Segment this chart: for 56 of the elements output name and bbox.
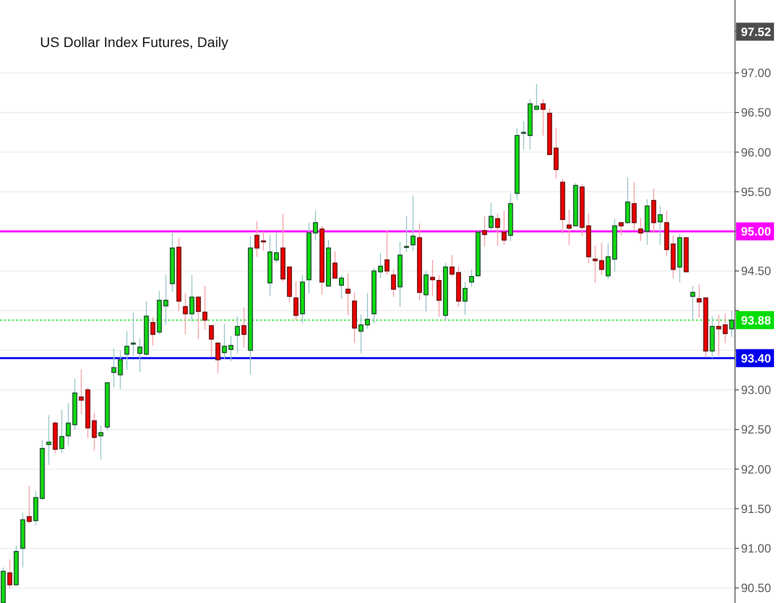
candlestick <box>430 259 436 297</box>
candlestick <box>618 222 624 236</box>
candlestick <box>462 282 468 316</box>
y-tick-label: 96.50 <box>741 106 772 120</box>
candlestick <box>404 216 410 252</box>
y-tick-label: 91.00 <box>741 542 772 556</box>
candlestick <box>189 274 194 322</box>
y-tick-label: 97.52 <box>741 24 772 39</box>
candlestick <box>651 188 656 234</box>
candlestick <box>215 342 220 374</box>
candlestick <box>150 316 156 346</box>
candlestick <box>46 414 52 466</box>
y-tick-label: 92.50 <box>741 422 772 437</box>
candlestick <box>410 195 416 252</box>
candlestick <box>345 272 350 316</box>
candlestick <box>182 292 188 335</box>
candlestick <box>208 325 214 358</box>
candlestick <box>391 268 396 298</box>
candlestick <box>384 230 390 276</box>
y-tick-label: 96.00 <box>741 145 772 160</box>
y-tick-label: 90.50 <box>741 581 772 596</box>
candlestick <box>130 312 136 356</box>
candlestick <box>332 250 338 279</box>
candlestick <box>436 274 442 318</box>
candlestick <box>26 485 32 524</box>
ref-line-label: 93.40 <box>741 351 772 366</box>
candlestick <box>234 316 240 354</box>
candlestick <box>98 425 104 460</box>
candlestick <box>729 310 734 338</box>
candlestick <box>632 182 637 232</box>
candlestick <box>241 306 246 348</box>
y-tick-label: 93.00 <box>741 383 772 398</box>
candlestick <box>424 270 429 312</box>
candlestick <box>124 330 130 371</box>
candlestick <box>658 206 663 246</box>
text: US Dollar Index Futures, Daily <box>40 34 228 50</box>
candlestick <box>690 286 696 321</box>
candlestick <box>566 209 572 246</box>
y-tick-label: 94.50 <box>741 264 772 278</box>
candlestick <box>638 217 644 242</box>
y-tick-label: 95.50 <box>741 184 772 199</box>
candlestick <box>625 176 630 224</box>
y-tick-label: 97.00 <box>741 66 772 80</box>
candlestick <box>482 216 488 247</box>
candlestick <box>7 558 12 590</box>
ref-line-label: 93.88 <box>741 313 772 328</box>
candlestick <box>469 268 474 288</box>
ref-line-label: 95.00 <box>741 224 772 239</box>
y-tick-label: 91.50 <box>741 502 772 516</box>
candlestick <box>502 210 507 246</box>
candlestick <box>488 202 494 230</box>
candlestick <box>495 213 500 246</box>
candlestick <box>338 274 344 300</box>
candlestick <box>540 98 546 136</box>
y-tick-label: 92.00 <box>741 462 772 476</box>
candlestick <box>293 280 298 321</box>
